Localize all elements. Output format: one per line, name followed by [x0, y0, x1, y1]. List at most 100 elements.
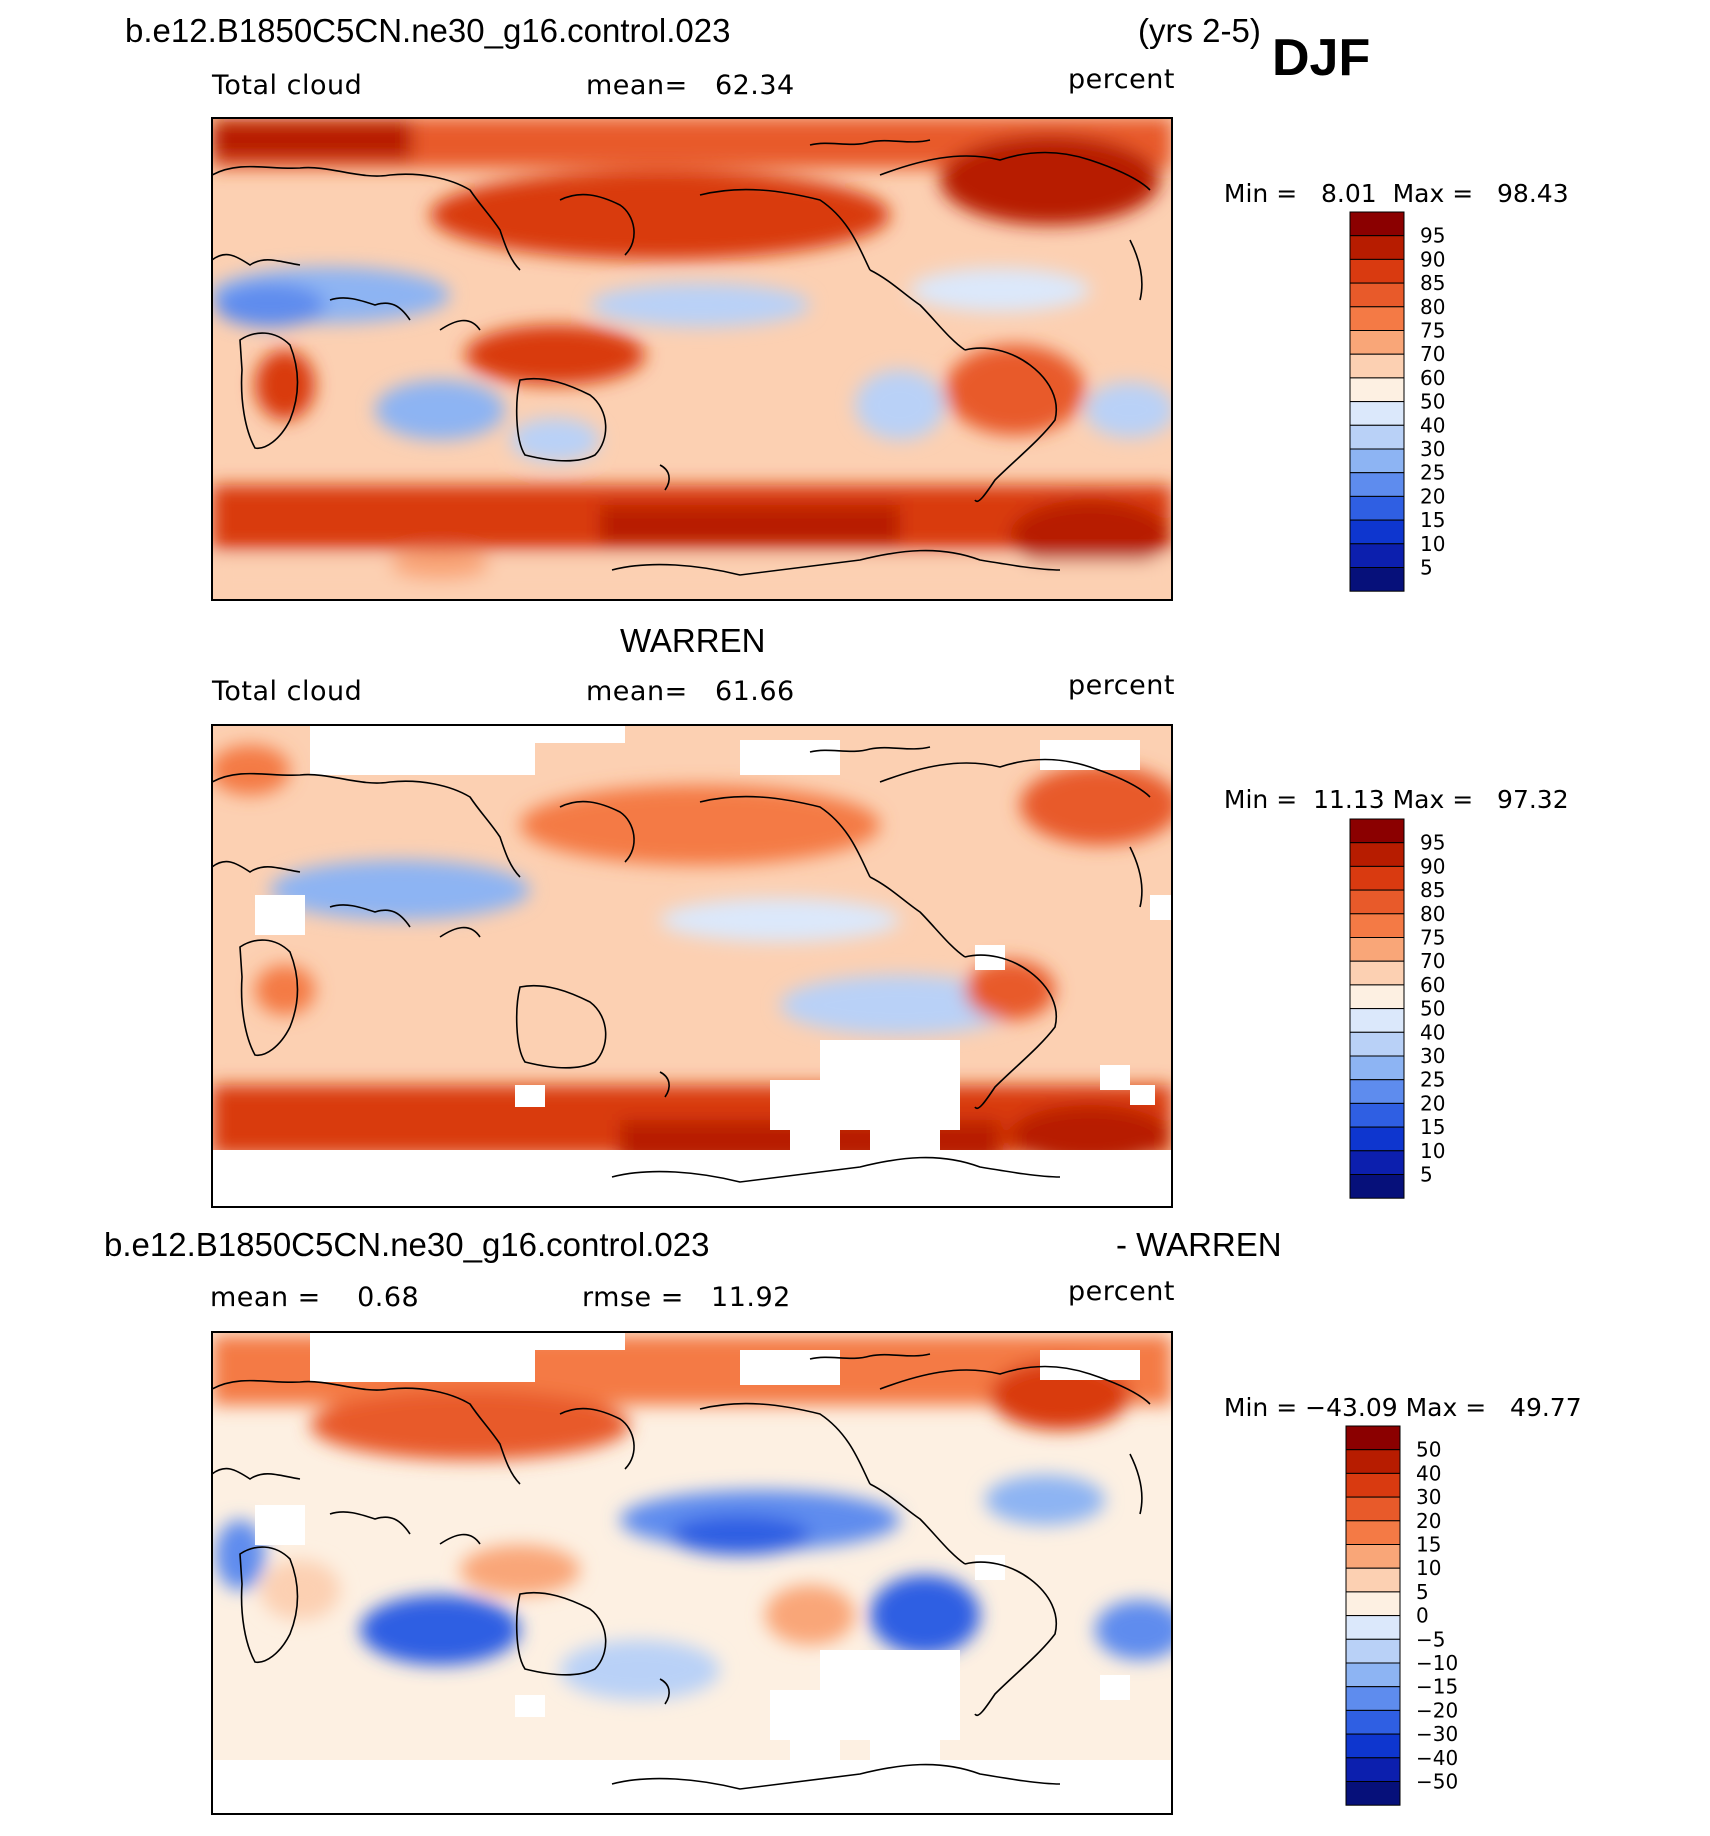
- colorbar-tick-label: 80: [1420, 902, 1445, 926]
- colorbar-swatch: [1349, 282, 1405, 308]
- colorbar-tick-label: 30: [1416, 1485, 1441, 1509]
- colorbar-tick-label: 5: [1416, 1580, 1429, 1604]
- panel2-mean: mean= 61.66: [586, 676, 795, 707]
- colorbar-swatch: [1345, 1662, 1401, 1688]
- map-panel-model: [212, 118, 1172, 600]
- colorbar-swatch: [1349, 472, 1405, 497]
- colorbar-tick-label: 5: [1420, 556, 1433, 580]
- panel1-variable: Total cloud: [212, 70, 363, 101]
- colorbar-swatch: [1349, 519, 1405, 545]
- coastlines-model: [212, 139, 1172, 600]
- colorbar-tick-label: 90: [1420, 854, 1445, 878]
- colorbar-tick-label: 95: [1420, 224, 1445, 248]
- colorbar-tick-label: 40: [1420, 1020, 1445, 1044]
- map-frame-obs: [211, 724, 1173, 1208]
- panel3-title-left: b.e12.B1850C5CN.ne30_g16.control.023: [104, 1226, 710, 1263]
- colorbar-tick-label: 80: [1420, 295, 1445, 319]
- colorbar-swatch: [1345, 1496, 1401, 1522]
- colorbar-tick-label: 15: [1416, 1533, 1441, 1557]
- colorbar-tick-label: 15: [1420, 508, 1445, 532]
- colorbar-tick-label: 10: [1420, 1139, 1445, 1163]
- colorbar-tick-label: 30: [1420, 437, 1445, 461]
- colorbar-swatch: [1349, 818, 1405, 844]
- colorbar-tick-label: 70: [1420, 342, 1445, 366]
- map-panel-obs: [212, 725, 1172, 1207]
- panel2-units: percent: [1068, 670, 1175, 701]
- colorbar-swatch: [1349, 424, 1405, 450]
- panel1-mean: mean= 62.34: [586, 70, 795, 101]
- colorbar-tick-label: 25: [1420, 1068, 1445, 1092]
- colorbar-swatch: [1345, 1709, 1401, 1735]
- colorbar-tick-label: 60: [1420, 366, 1445, 390]
- colorbar-swatch: [1345, 1686, 1401, 1711]
- colorbar-tick-label: −10: [1416, 1651, 1458, 1675]
- colorbar-swatch: [1349, 353, 1405, 379]
- colorbar-tick-label: 70: [1420, 949, 1445, 973]
- colorbar-tick-label: 20: [1420, 1091, 1445, 1115]
- colorbar-swatch: [1345, 1757, 1401, 1783]
- colorbar-swatch: [1349, 984, 1405, 1010]
- colorbar-tick-label: 10: [1416, 1556, 1441, 1580]
- colorbar-swatch: [1349, 1031, 1405, 1057]
- map-panel-difference: [212, 1332, 1172, 1814]
- panel2-title: WARREN: [620, 622, 766, 659]
- colorbar-swatch: [1345, 1567, 1401, 1593]
- colorbar-tick-label: 90: [1420, 247, 1445, 271]
- colorbar-swatch: [1345, 1449, 1401, 1474]
- colorbar-swatch: [1345, 1425, 1401, 1451]
- colorbar-swatch: [1349, 401, 1405, 426]
- map-frame-model: [211, 117, 1173, 601]
- colorbar-swatch: [1349, 865, 1405, 891]
- panel3-units: percent: [1068, 1276, 1175, 1307]
- colorbar-swatch: [1349, 1102, 1405, 1128]
- colorbar-tick-label: 50: [1416, 1438, 1441, 1462]
- colorbar-swatch: [1349, 1174, 1405, 1199]
- colorbar-swatch: [1345, 1615, 1401, 1640]
- colorbar-swatch: [1349, 1008, 1405, 1033]
- colorbar-swatch: [1349, 448, 1405, 474]
- colorbar-swatch: [1345, 1520, 1401, 1546]
- missing-data-mask-difference: [212, 1332, 1172, 1814]
- panel2-minmax: Min = 11.13 Max = 97.32: [1223, 785, 1569, 814]
- colorbar-tick-label: −20: [1416, 1698, 1458, 1722]
- colorbar-tick-label: 10: [1420, 532, 1445, 556]
- colorbar-swatch: [1349, 235, 1405, 260]
- colorbar-swatch: [1345, 1591, 1401, 1617]
- colorbar-tick-label: 20: [1416, 1509, 1441, 1533]
- colorbar-tick-label: 40: [1420, 413, 1445, 437]
- colorbar-swatch: [1345, 1472, 1401, 1498]
- colorbar-swatch: [1349, 960, 1405, 986]
- colorbar-tick-label: 15: [1420, 1115, 1445, 1139]
- colorbar-tick-label: 40: [1416, 1461, 1441, 1485]
- colorbar-swatch: [1349, 1079, 1405, 1104]
- colorbar-swatch: [1349, 567, 1405, 592]
- colorbar-tick-label: 0: [1416, 1604, 1429, 1628]
- colorbar-tick-label: −40: [1416, 1746, 1458, 1770]
- colorbar-swatch: [1349, 1126, 1405, 1152]
- colorbar-swatch: [1349, 543, 1405, 568]
- season-label: DJF: [1272, 29, 1371, 87]
- colorbar-tick-label: 95: [1420, 831, 1445, 855]
- colorbar-tick-label: 30: [1420, 1044, 1445, 1068]
- colorbar-swatch: [1349, 842, 1405, 867]
- colorbar-swatch: [1349, 913, 1405, 938]
- colorbar-swatch: [1345, 1733, 1401, 1759]
- colorbar-tick-label: 25: [1420, 461, 1445, 485]
- colorbar-swatch: [1349, 1150, 1405, 1176]
- colorbar-swatch: [1349, 258, 1405, 284]
- colorbar-swatch: [1345, 1781, 1401, 1806]
- colorbar-swatch: [1349, 1055, 1405, 1081]
- panel1-units: percent: [1068, 64, 1175, 95]
- colorbar-swatch: [1345, 1544, 1401, 1569]
- case-title: b.e12.B1850C5CN.ne30_g16.control.023: [125, 12, 731, 49]
- colorbar-swatch: [1345, 1638, 1401, 1664]
- panel3-minmax: Min = −43.09 Max = 49.77: [1223, 1393, 1582, 1422]
- colorbar-tick-label: 50: [1420, 390, 1445, 414]
- colorbar-tick-label: −30: [1416, 1722, 1458, 1746]
- panel2-variable: Total cloud: [212, 676, 363, 707]
- panel3-title-right: - WARREN: [1116, 1226, 1282, 1263]
